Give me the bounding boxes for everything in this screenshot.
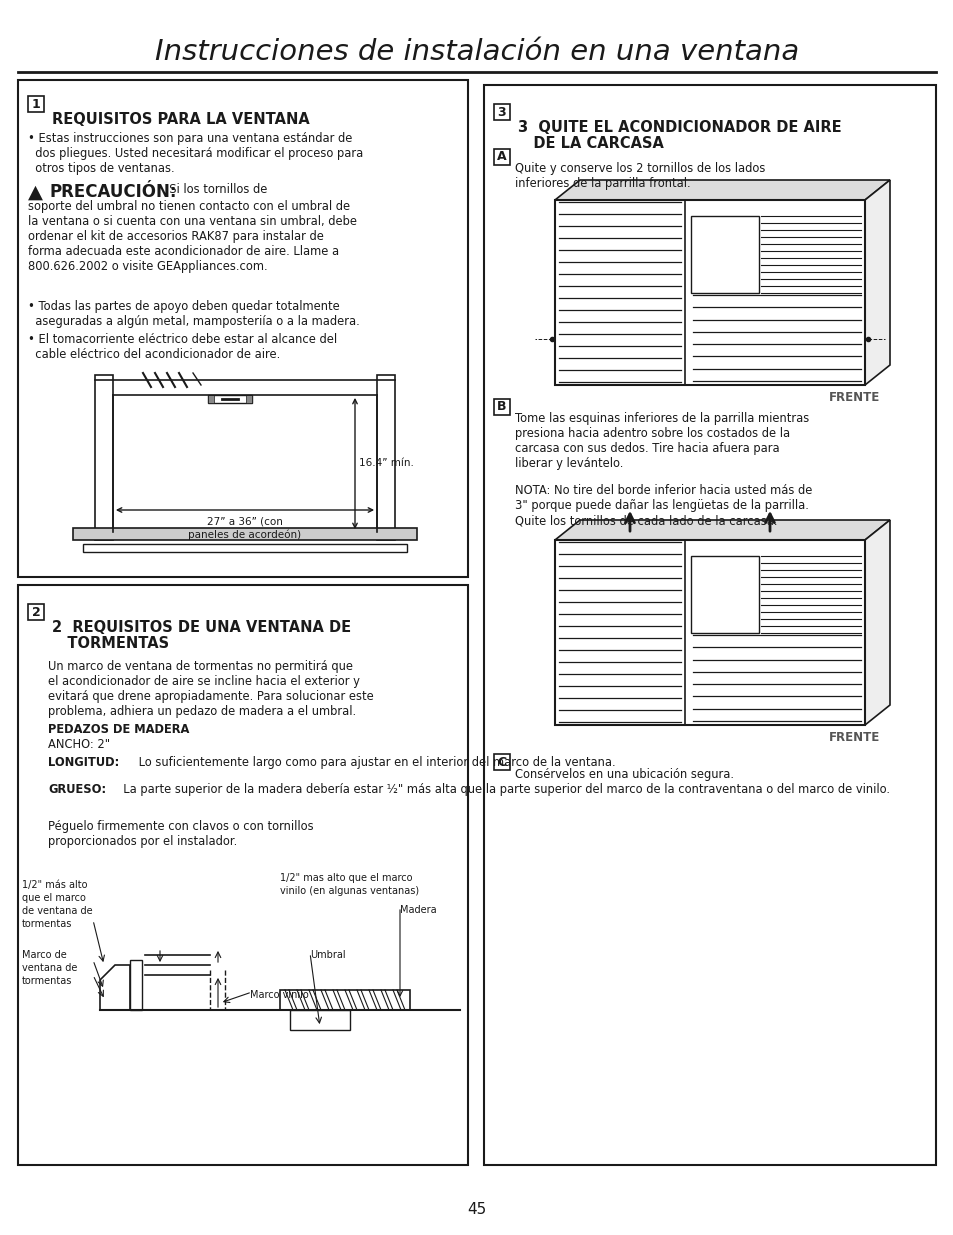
Text: Tome las esquinas inferiores de la parrilla mientras
presiona hacia adentro sobr: Tome las esquinas inferiores de la parri… (515, 412, 808, 471)
Text: TORMENTAS: TORMENTAS (52, 636, 169, 651)
Bar (18, 585, 468, 1165)
Bar (73, 529, 416, 540)
Polygon shape (555, 180, 889, 200)
Text: C: C (497, 756, 506, 768)
Bar (494, 399, 510, 415)
Bar (280, 990, 410, 1010)
Text: NOTA: No tire del borde inferior hacia usted más de
3" porque puede dañar las le: NOTA: No tire del borde inferior hacia u… (515, 484, 812, 527)
Text: LONGITUD:: LONGITUD: (48, 756, 119, 769)
Text: paneles de acordeón): paneles de acordeón) (189, 530, 301, 541)
Bar (483, 85, 935, 1165)
Text: DE LA CARCASA: DE LA CARCASA (517, 136, 663, 151)
Text: • El tomacorriente eléctrico debe estar al alcance del: • El tomacorriente eléctrico debe estar … (28, 333, 336, 346)
Bar (95, 375, 112, 540)
Text: soporte del umbral no tienen contacto con el umbral de
la ventana o si cuenta co: soporte del umbral no tienen contacto co… (28, 200, 356, 273)
Bar (246, 395, 252, 403)
Text: Lo suficientemente largo como para ajustar en el interior del marco de la ventan: Lo suficientemente largo como para ajust… (135, 756, 615, 769)
Text: B: B (497, 400, 506, 414)
Bar (555, 200, 864, 385)
Text: aseguradas a algún metal, mamposteriía o a la madera.: aseguradas a algún metal, mamposteriía o… (28, 315, 359, 329)
Text: otros tipos de ventanas.: otros tipos de ventanas. (28, 162, 174, 175)
Text: Marco de: Marco de (22, 950, 67, 960)
Text: 1/2" mas alto que el marco: 1/2" mas alto que el marco (280, 873, 412, 883)
Bar (130, 960, 142, 1010)
Bar (28, 96, 44, 112)
Polygon shape (100, 965, 130, 1010)
Text: Si los tornillos de: Si los tornillos de (162, 183, 267, 196)
Text: PRECAUCIÓN:: PRECAUCIÓN: (50, 183, 177, 201)
Bar (290, 1010, 350, 1030)
Bar (555, 540, 864, 725)
Bar (28, 604, 44, 620)
Text: ventana de: ventana de (22, 963, 77, 973)
Bar (83, 543, 407, 552)
Bar (494, 755, 510, 769)
Text: PEDAZOS DE MADERA: PEDAZOS DE MADERA (48, 722, 190, 736)
Bar (376, 375, 395, 540)
Text: Un marco de ventana de tormentas no permitirá que
el acondicionador de aire se i: Un marco de ventana de tormentas no perm… (48, 659, 374, 718)
Text: FRENTE: FRENTE (828, 731, 880, 743)
Text: Madera: Madera (399, 905, 436, 915)
Bar (208, 395, 213, 403)
Bar (690, 216, 759, 293)
Text: 1: 1 (31, 98, 40, 110)
Bar (555, 200, 684, 385)
Text: REQUISITOS PARA LA VENTANA: REQUISITOS PARA LA VENTANA (52, 112, 310, 127)
Text: 3  QUITE EL ACONDICIONADOR DE AIRE: 3 QUITE EL ACONDICIONADOR DE AIRE (517, 120, 841, 135)
Bar (18, 80, 468, 577)
Text: Marco vinilo: Marco vinilo (250, 990, 309, 1000)
Bar (208, 395, 252, 403)
Bar (690, 556, 759, 634)
Text: 2  REQUISITOS DE UNA VENTANA DE: 2 REQUISITOS DE UNA VENTANA DE (52, 620, 351, 635)
Text: cable eléctrico del acondicionador de aire.: cable eléctrico del acondicionador de ai… (28, 348, 280, 361)
Polygon shape (864, 520, 889, 725)
Text: La parte superior de la madera debería estar ½" más alta que la parte superior d: La parte superior de la madera debería e… (116, 783, 889, 797)
Text: 16.4” mín.: 16.4” mín. (358, 458, 414, 468)
Text: FRENTE: FRENTE (828, 391, 880, 404)
Text: que el marco: que el marco (22, 893, 86, 903)
Text: Consérvelos en una ubicación segura.: Consérvelos en una ubicación segura. (515, 768, 733, 781)
Text: 45: 45 (467, 1203, 486, 1218)
Text: Quite y conserve los 2 tornillos de los lados
inferiores de la parrilla frontal.: Quite y conserve los 2 tornillos de los … (515, 162, 764, 190)
Text: 27” a 36” (con: 27” a 36” (con (207, 516, 283, 526)
Bar (494, 104, 510, 120)
Text: A: A (497, 151, 506, 163)
Text: GRUESO:: GRUESO: (48, 783, 106, 797)
Bar (555, 540, 684, 725)
Bar (494, 149, 510, 165)
Text: • Todas las partes de apoyo deben quedar totalmente: • Todas las partes de apoyo deben quedar… (28, 300, 339, 312)
Polygon shape (864, 180, 889, 385)
Text: Instrucciones de instalación en una ventana: Instrucciones de instalación en una vent… (154, 38, 799, 65)
Text: ANCHO: 2": ANCHO: 2" (48, 739, 110, 751)
Text: Péguelo firmemente con clavos o con tornillos
proporcionados por el instalador.: Péguelo firmemente con clavos o con torn… (48, 820, 314, 848)
Text: 3: 3 (497, 105, 506, 119)
Text: vinilo (en algunas ventanas): vinilo (en algunas ventanas) (280, 885, 418, 897)
Text: ▲: ▲ (28, 183, 43, 203)
Text: 1/2" más alto: 1/2" más alto (22, 881, 88, 890)
Text: dos pliegues. Usted necesitará modificar el proceso para: dos pliegues. Usted necesitará modificar… (28, 147, 363, 161)
Text: tormentas: tormentas (22, 919, 72, 929)
Text: tormentas: tormentas (22, 976, 72, 986)
Text: de ventana de: de ventana de (22, 906, 92, 916)
Text: • Estas instrucciones son para una ventana estándar de: • Estas instrucciones son para una venta… (28, 132, 352, 144)
Text: Umbral: Umbral (310, 950, 345, 960)
Polygon shape (555, 520, 889, 540)
Text: 2: 2 (31, 605, 40, 619)
